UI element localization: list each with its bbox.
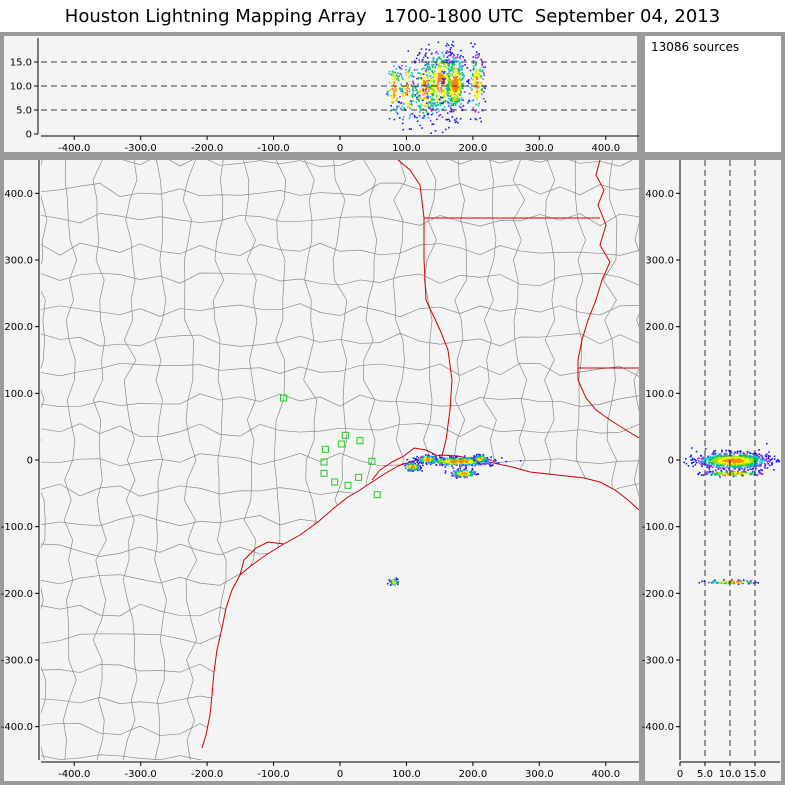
plan-y-tick-label-6: -200.0 <box>1 589 33 600</box>
alt-ew-cluster-0 <box>385 65 408 121</box>
plan-sources <box>386 453 522 586</box>
lma-station-0 <box>280 394 288 402</box>
axes: -400.0 -300.0 -200.0 -100.0 0 100.0 200.0 300.0… <box>1 38 780 780</box>
plan-x-tick-label-7: 300.0 <box>525 769 554 780</box>
lma-station-2 <box>341 431 349 439</box>
plan-x-tick-label-5: 100.0 <box>392 769 421 780</box>
alt-ew-cluster-5 <box>467 42 487 123</box>
lma-station-5 <box>320 458 328 466</box>
plan-y-tick-label-2: 200.0 <box>4 322 33 333</box>
plan-y-tick-label-5: -100.0 <box>1 522 33 533</box>
alt-ns-x-tick-label-2: 10.0 <box>719 769 741 780</box>
alt-ns-cluster-0 <box>683 442 780 473</box>
alt-ns-panel-frame <box>641 156 785 785</box>
lma-station-10 <box>368 457 376 465</box>
alt-ns-panel-bg <box>641 156 785 785</box>
plan-cluster-4 <box>472 453 487 465</box>
plan-x-tick-label-6: 200.0 <box>459 769 488 780</box>
lma-station-9 <box>355 473 363 481</box>
alt-ew-x-tick-label-8: 400.0 <box>591 143 620 154</box>
plan-cluster-2 <box>402 461 423 472</box>
lma-station-4 <box>356 437 364 445</box>
alt-ew-x-tick-label-7: 300.0 <box>525 143 554 154</box>
alt-ns-y-tick-label-3: 100.0 <box>645 389 674 400</box>
alt-ew-y-tick-label-0: 0 <box>26 130 32 141</box>
plan-y-tick-label-3: 100.0 <box>4 389 33 400</box>
alt-ns-x-tick-label-1: 5.0 <box>697 769 713 780</box>
alt-ew-x-tick-label-4: 0 <box>337 143 343 154</box>
alt-ew-panel-frame <box>0 32 641 156</box>
title-date: September 04, 2013 <box>534 6 721 27</box>
alt-ew-x-tick-label-6: 200.0 <box>459 143 488 154</box>
figure-title: Houston Lightning Mapping Array 1700-180… <box>0 2 785 32</box>
lma-stations <box>280 394 381 499</box>
plan-x-tick-label-1: -300.0 <box>125 769 157 780</box>
plan-y-tick-label-0: 400.0 <box>4 189 33 200</box>
source-count-panel: 13086 sources <box>641 32 785 156</box>
alt-ew-y-tick-label-3: 15.0 <box>10 58 32 69</box>
source-density-points <box>385 40 780 586</box>
alt-ns-x-tick-label-3: 15.0 <box>744 769 766 780</box>
plan-x-tick-label-4: 0 <box>337 769 343 780</box>
lma-station-8 <box>344 481 352 489</box>
altitude-gridlines <box>41 61 756 760</box>
alt-ew-x-tick-label-5: 100.0 <box>392 143 421 154</box>
plan-x-tick-label-3: -100.0 <box>257 769 289 780</box>
alt-ns-cluster-1 <box>697 469 764 478</box>
alt-ew-sources <box>385 40 487 134</box>
lma-station-1 <box>321 445 329 453</box>
alt-ns-y-tick-label-2: 200.0 <box>645 322 674 333</box>
plan-cluster-5 <box>386 577 399 586</box>
alt-ns-y-tick-label-0: 400.0 <box>645 189 674 200</box>
alt-ew-y-tick-label-2: 10.0 <box>10 82 32 93</box>
alt-ew-cluster-4 <box>438 40 472 129</box>
lma-station-6 <box>320 469 328 477</box>
alt-ns-y-tick-label-6: -200.0 <box>642 589 674 600</box>
alt-ns-y-tick-label-5: -100.0 <box>642 522 674 533</box>
plan-x-tick-label-8: 400.0 <box>591 769 620 780</box>
alt-ns-x-tick-label-0: 0 <box>677 769 683 780</box>
alt-ew-x-tick-label-2: -200.0 <box>191 143 223 154</box>
plan-cluster-0 <box>406 455 522 469</box>
alt-ew-x-tick-label-0: -400.0 <box>58 143 90 154</box>
alt-ns-y-tick-label-7: -300.0 <box>642 656 674 667</box>
alt-ns-y-tick-label-8: -400.0 <box>642 722 674 733</box>
plan-x-tick-label-0: -400.0 <box>58 769 90 780</box>
source-count: 13086 sources <box>651 40 740 54</box>
plan-panel-bg <box>0 156 641 785</box>
alt-ew-cluster-1 <box>390 50 418 131</box>
alt-ew-x-tick-label-1: -300.0 <box>125 143 157 154</box>
plan-y-tick-label-1: 300.0 <box>4 256 33 267</box>
alt-ns-cluster-2 <box>698 578 759 586</box>
title-time: 1700-1800 UTC <box>383 6 524 27</box>
lma-station-3 <box>337 440 345 448</box>
plan-cluster-3 <box>444 467 480 479</box>
lma-station-11 <box>373 491 381 499</box>
alt-ns-y-tick-label-1: 300.0 <box>645 256 674 267</box>
alt-ns-y-tick-label-4: 0 <box>668 456 674 467</box>
plan-x-tick-label-2: -200.0 <box>191 769 223 780</box>
title-network: Houston Lightning Mapping Array <box>64 6 367 27</box>
alt-ew-x-tick-label-3: -100.0 <box>257 143 289 154</box>
lma-station-7 <box>331 478 339 486</box>
alt-ew-y-tick-label-1: 5.0 <box>16 106 32 117</box>
alt-ew-panel-bg <box>0 32 641 156</box>
plan-cluster-1 <box>412 453 445 464</box>
plan-y-tick-label-4: 0 <box>27 456 33 467</box>
plan-y-tick-label-7: -300.0 <box>1 656 33 667</box>
alt-ns-sources <box>683 442 780 586</box>
plan-y-tick-label-8: -400.0 <box>1 722 33 733</box>
